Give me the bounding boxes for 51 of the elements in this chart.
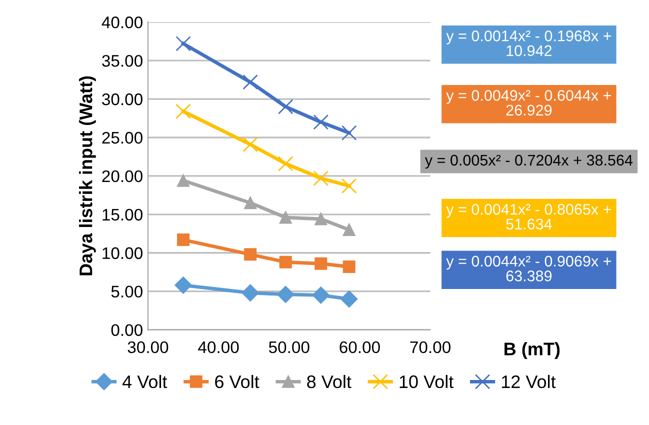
legend-label: 8 Volt [307,374,352,388]
point [340,290,358,308]
point [341,125,357,141]
point [341,178,357,194]
x-tick-label: 60.00 [340,341,380,354]
x-axis-title: B (mT) [504,342,560,359]
point [342,260,356,273]
y-tick-label: 35.00 [102,54,142,67]
annotation: y = 0.005x² - 0.7204x + 38.564 [424,154,633,169]
legend-label: 12 Volt [502,374,556,388]
x-tick-label: 30.00 [128,341,168,354]
y-axis-title: Daya listrik input (Watt) [79,76,96,276]
y-tick-label: 5.00 [111,286,142,298]
point [242,284,259,302]
x-tick-label: 50.00 [268,341,310,354]
point [314,212,328,226]
point [244,196,257,210]
y-tick-label: 30.00 [102,93,142,106]
point [279,211,292,224]
legend-label: 4 Volt [122,374,168,388]
y-tick-label: 20.00 [102,170,142,182]
point [242,136,258,152]
text: y = 0.0049x² - 0.6044x + 26.929 [446,90,611,116]
x-tick-label: 40.00 [198,341,239,354]
point [278,99,294,114]
point [176,104,191,119]
y-tick-label: 40.00 [102,16,142,28]
point [312,286,330,304]
point [313,170,329,186]
y-tick-label: 25.00 [102,132,142,144]
text: y = 0.0041x² - 0.8065x + 51.634 [446,204,611,230]
point [174,276,192,294]
point [342,224,356,236]
point [314,257,328,270]
y-tick-label: 15.00 [102,208,142,221]
point [244,248,257,261]
y-tick-label: 0.00 [111,324,142,336]
legend-label: 6 Volt [215,374,260,388]
legend-label: 10 Volt [400,374,454,388]
point [176,36,191,52]
text: y = 0.0014x² - 0.1968x + 10.942 [446,30,611,56]
x-tick-label: 70.00 [410,341,450,354]
point [278,156,294,172]
y-tick-label: 10.00 [102,247,142,260]
point [177,174,190,187]
point [177,234,190,246]
point [279,256,292,268]
point [313,114,329,130]
text: y = 0.0044x² - 0.9069x + 63.389 [446,256,611,282]
point [242,74,258,90]
point [277,286,294,303]
